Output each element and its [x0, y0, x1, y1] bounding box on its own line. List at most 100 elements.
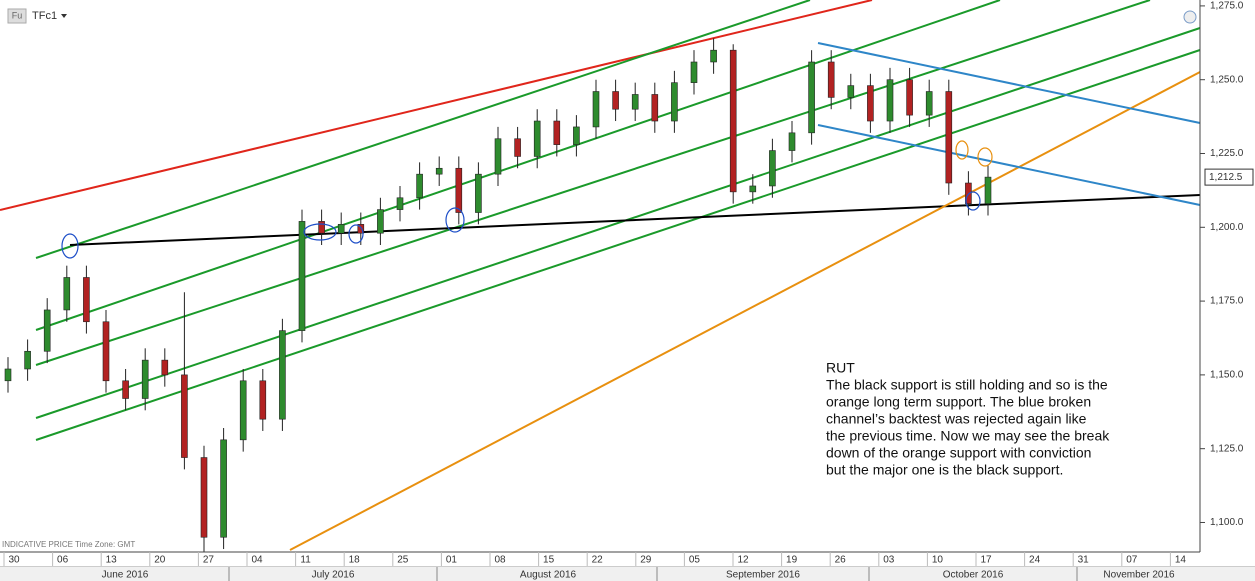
- candle-body: [612, 91, 619, 110]
- candle-body: [906, 79, 913, 116]
- circle-marker: [348, 224, 364, 244]
- x-tick-label: 03: [883, 555, 895, 566]
- x-tick-label: 06: [57, 555, 69, 566]
- circle-marker: [61, 233, 79, 259]
- annotation-line: orange long term support. The blue broke…: [826, 394, 1091, 410]
- green-trendline: [35, 0, 1151, 366]
- green-trendline: [35, 49, 1201, 441]
- blue-channel-line: [817, 42, 1201, 124]
- candle-body: [769, 150, 776, 187]
- month-label: November 2016: [1103, 570, 1175, 581]
- black-support: [69, 194, 1201, 246]
- green-trendline: [35, 27, 1201, 419]
- candle-body: [631, 94, 639, 110]
- candle-body: [475, 173, 482, 213]
- candle-body: [83, 277, 90, 323]
- month-label: October 2016: [943, 570, 1004, 581]
- candles: [4, 38, 992, 552]
- x-tick-label: 29: [640, 555, 652, 566]
- candle-body: [259, 380, 267, 420]
- instrument-badge: [7, 8, 27, 24]
- candle-body: [396, 197, 404, 210]
- candle-body: [514, 138, 521, 157]
- candle-body: [279, 330, 286, 420]
- blue-channel-line: [817, 124, 1201, 206]
- orange-support: [289, 71, 1201, 551]
- annotation-line: The black support is still holding and s…: [826, 377, 1108, 393]
- x-tick-label: 08: [494, 555, 506, 566]
- dropdown-arrow[interactable]: [61, 14, 67, 18]
- x-tick-label: 19: [786, 555, 798, 566]
- candle-body: [455, 167, 463, 213]
- x-tick-label: 25: [397, 555, 409, 566]
- clock-icon[interactable]: [1183, 10, 1197, 24]
- circle-marker: [955, 140, 969, 160]
- x-tick-label: 12: [737, 555, 749, 566]
- candle-body: [808, 61, 815, 134]
- x-tick-label: 17: [980, 555, 992, 566]
- annotation-line: the previous time. Now we may see the br…: [826, 428, 1110, 444]
- candle-body: [102, 321, 110, 382]
- candle-body: [181, 374, 188, 458]
- candle-body: [298, 221, 306, 331]
- annotation: The black support is still holding and s…: [826, 377, 1110, 478]
- candle-body: [200, 457, 208, 538]
- y-tick-label: 1,200.0: [1210, 222, 1244, 233]
- markers: [61, 140, 993, 259]
- y-tick-label: 1,100.0: [1210, 517, 1244, 528]
- x-tick-label: 26: [835, 555, 847, 566]
- x-tick-label: 07: [1126, 555, 1138, 566]
- candle-body: [592, 91, 600, 128]
- candle-body: [161, 359, 169, 376]
- candle-body: [357, 224, 365, 234]
- annotation-line: channel’s backtest was rejected again li…: [826, 411, 1087, 427]
- candle-body: [24, 350, 31, 370]
- instrument-code: Fu: [12, 10, 23, 20]
- circle-marker: [445, 207, 465, 233]
- month-label: July 2016: [312, 570, 355, 581]
- candle-body: [710, 49, 717, 63]
- candle-body: [63, 277, 71, 311]
- candle-body: [220, 439, 227, 538]
- x-tick-label: 14: [1175, 555, 1187, 566]
- candle-body: [416, 173, 423, 199]
- month-label: August 2016: [520, 570, 577, 581]
- x-tick-label: 01: [446, 555, 458, 566]
- footer: INDICATIVE PRICE Time Zone: GMT: [2, 540, 135, 549]
- candle-body: [925, 91, 933, 116]
- red-trendline: [0, 0, 873, 211]
- annotation-line: down of the orange support with convicti…: [826, 445, 1091, 461]
- candle-body: [4, 368, 12, 382]
- month-label: September 2016: [726, 570, 800, 581]
- annotation-title: RUT: [826, 360, 855, 376]
- x-tick-label: 11: [300, 555, 311, 566]
- y-tick-label: 1,150.0: [1210, 370, 1244, 381]
- candle-body: [318, 221, 325, 234]
- x-tick-label: 13: [106, 555, 118, 566]
- x-tick-label: 24: [1029, 555, 1041, 566]
- month-label: June 2016: [102, 570, 149, 581]
- circle-marker: [977, 147, 993, 167]
- candle-body: [671, 82, 678, 122]
- circle-marker: [303, 223, 337, 241]
- x-tick-label: 30: [8, 555, 20, 566]
- chart-title: TFc1: [32, 10, 57, 22]
- candle-body: [867, 85, 874, 122]
- x-tick-label: 22: [592, 555, 604, 566]
- candle-body: [141, 359, 149, 399]
- x-tick-label: 27: [203, 555, 215, 566]
- x-tick-label: 20: [154, 555, 166, 566]
- candle-body: [827, 61, 835, 98]
- x-tick-label: 04: [251, 555, 263, 566]
- candle-body: [729, 49, 737, 193]
- green-trendline: [35, 0, 811, 259]
- y-tick-label: 1,125.0: [1210, 443, 1244, 454]
- candle-body: [749, 185, 757, 193]
- candle-body: [435, 167, 443, 175]
- candle-body: [651, 94, 659, 122]
- x-tick-label: 31: [1078, 555, 1090, 566]
- candle-body: [337, 224, 345, 234]
- candle-body: [122, 380, 129, 399]
